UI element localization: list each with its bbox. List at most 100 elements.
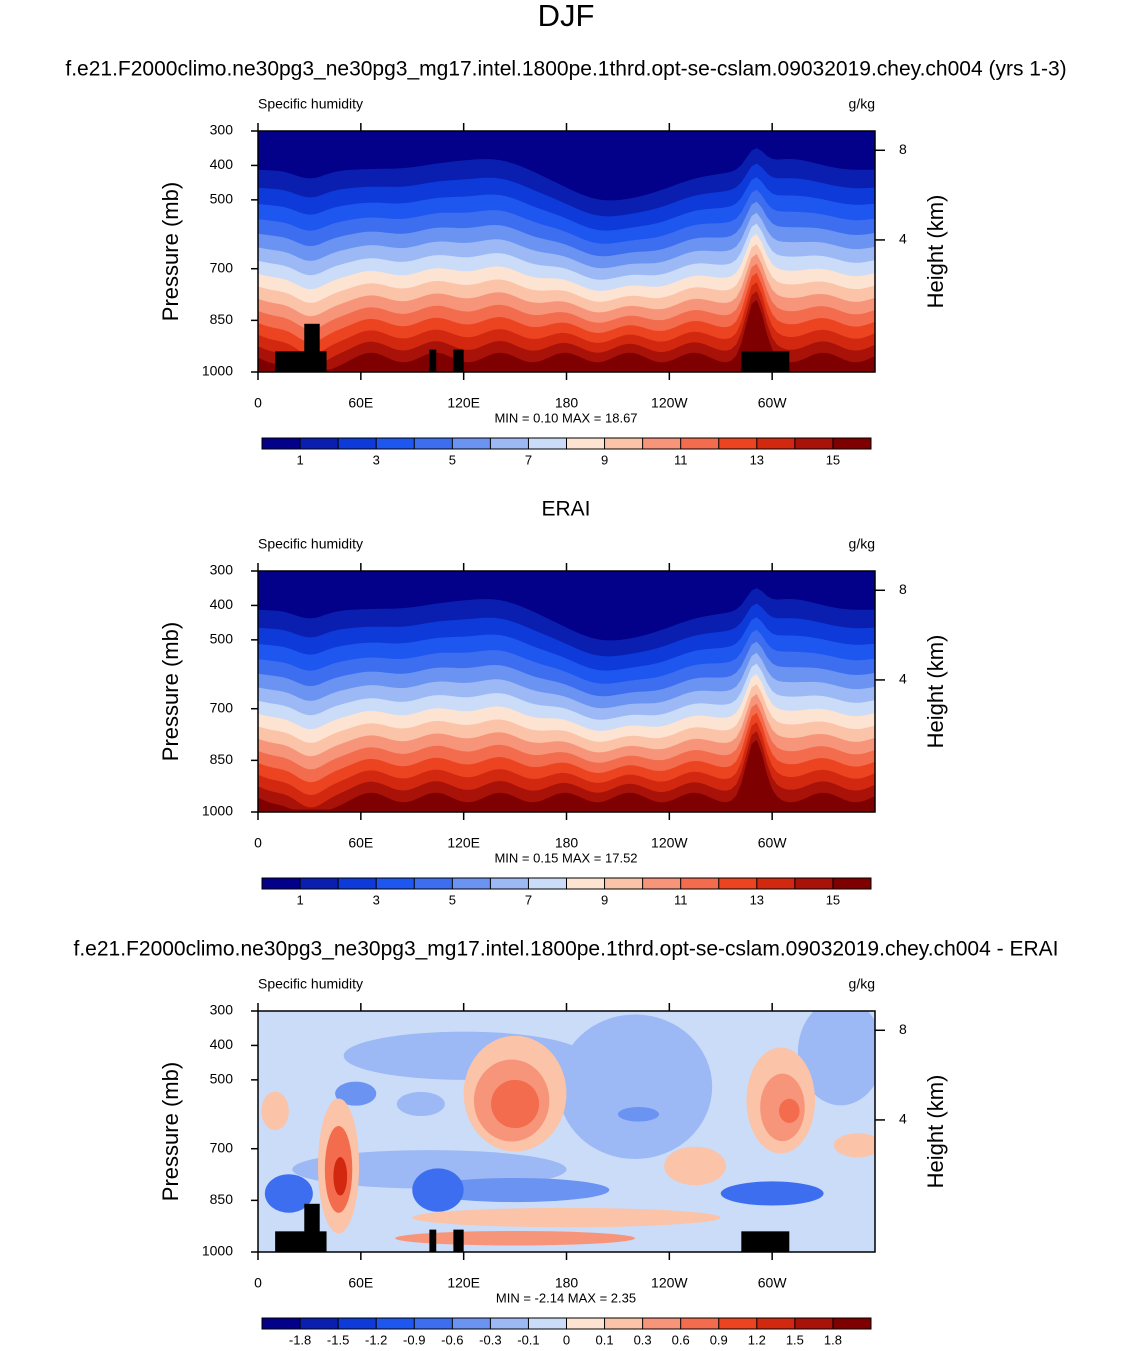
colorbar-label: 5	[449, 452, 456, 467]
colorbar-box	[832, 1318, 871, 1329]
field-blob	[720, 1181, 824, 1206]
field-band	[258, 291, 875, 372]
y2-tick-label: 4	[899, 1111, 907, 1127]
colorbar-label: 9	[601, 452, 608, 467]
colorbar-label: 13	[750, 452, 764, 467]
colorbar-box	[756, 1318, 795, 1329]
colorbar-box	[452, 438, 491, 449]
colorbar-box	[718, 438, 757, 449]
field-blob	[420, 1177, 610, 1203]
colorbar-label: 15	[826, 892, 840, 907]
y-tick-label: 850	[210, 751, 234, 767]
colorbar-label: 13	[750, 892, 764, 907]
y2-tick-label: 4	[899, 671, 907, 687]
colorbar-box	[262, 1318, 301, 1329]
colorbar-box	[300, 1318, 339, 1329]
colorbar-box	[794, 438, 833, 449]
colorbar-box	[680, 1318, 719, 1329]
colorbar-box	[832, 878, 871, 889]
colorbar-label: 0.6	[672, 1332, 690, 1347]
colorbar-label: 7	[525, 452, 532, 467]
min-max: MIN = 0.10 MAX = 18.67	[494, 410, 637, 425]
colorbar-box	[414, 1318, 453, 1329]
field-blob	[779, 1098, 800, 1123]
colorbar-frame	[261, 437, 872, 450]
colorbar-box	[376, 1318, 415, 1329]
colorbar-label: 3	[373, 892, 380, 907]
colorbar-box	[414, 878, 453, 889]
colorbar-label: 1	[296, 452, 303, 467]
y2-tick-label: 8	[899, 1021, 907, 1037]
topography	[741, 1231, 790, 1252]
colorbar-box	[832, 438, 871, 449]
topography	[429, 349, 437, 372]
colorbar-box	[756, 878, 795, 889]
colorbar-box	[604, 438, 643, 449]
colorbar-box	[300, 438, 339, 449]
colorbar-box	[756, 438, 795, 449]
panel: f.e21.F2000climo.ne30pg3_ne30pg3_mg17.in…	[74, 938, 1059, 1348]
field-blob	[557, 1014, 713, 1160]
colorbar-label: -0.6	[441, 1332, 463, 1347]
field-band	[258, 739, 875, 812]
field-band	[258, 731, 875, 812]
x-tick-label: 60E	[348, 395, 373, 411]
y2-tick-label: 8	[899, 581, 907, 597]
colorbar-box	[452, 878, 491, 889]
y-tick-label: 300	[210, 122, 234, 138]
colorbar-label: -1.5	[327, 1332, 349, 1347]
y2-tick-label: 8	[899, 141, 907, 157]
y-tick-label: 700	[210, 699, 234, 715]
x-tick-label: 120W	[651, 395, 688, 411]
min-max: MIN = -2.14 MAX = 2.35	[496, 1290, 636, 1305]
colorbar-box	[490, 878, 529, 889]
y2-tick-label: 4	[899, 231, 907, 247]
x-tick-label: 120E	[447, 835, 480, 851]
field-blob	[617, 1107, 660, 1122]
x-tick-label: 120W	[651, 835, 688, 851]
topography	[741, 351, 790, 372]
field-blob	[333, 1156, 348, 1196]
colorbar-label: 9	[601, 892, 608, 907]
colorbar-box	[414, 438, 453, 449]
colorbar-box	[528, 1318, 567, 1329]
field-blob	[797, 1011, 875, 1106]
colorbar-box	[680, 878, 719, 889]
y-tick-label: 400	[210, 596, 234, 612]
colorbar-box	[262, 878, 301, 889]
y-tick-label: 1000	[202, 363, 233, 379]
colorbar-box	[604, 1318, 643, 1329]
x-tick-label: 0	[254, 835, 262, 851]
y-tick-label: 500	[210, 1071, 234, 1087]
x-tick-label: 0	[254, 1275, 262, 1291]
colorbar-label: 7	[525, 892, 532, 907]
colorbar-frame	[261, 877, 872, 890]
field-blob	[264, 1174, 313, 1213]
colorbar-box	[452, 1318, 491, 1329]
field-blob	[335, 1081, 377, 1106]
colorbar-label: 11	[674, 892, 688, 907]
colorbar-label: 1.8	[824, 1332, 842, 1347]
colorbar-box	[262, 438, 301, 449]
colorbar-label: -1.8	[289, 1332, 311, 1347]
colorbar-box	[490, 438, 529, 449]
topography	[453, 1229, 464, 1252]
y-tick-label: 700	[210, 1139, 234, 1155]
x-tick-label: 120W	[651, 1275, 688, 1291]
colorbar-box	[566, 438, 605, 449]
y-axis-label: Pressure (mb)	[158, 182, 183, 321]
x-tick-label: 60E	[348, 835, 373, 851]
field-blob	[412, 1207, 721, 1228]
x-tick-label: 180	[555, 835, 579, 851]
y-tick-label: 300	[210, 562, 234, 578]
panel: f.e21.F2000climo.ne30pg3_ne30pg3_mg17.in…	[65, 58, 1066, 468]
colorbar-label: -0.3	[479, 1332, 501, 1347]
colorbar-label: 0.3	[634, 1332, 652, 1347]
field	[258, 571, 875, 812]
colorbar-box	[642, 878, 681, 889]
colorbar-box	[300, 878, 339, 889]
topography	[304, 1203, 320, 1252]
colorbar-box	[642, 438, 681, 449]
left-label: Specific humidity	[258, 976, 363, 992]
y-tick-label: 500	[210, 631, 234, 647]
